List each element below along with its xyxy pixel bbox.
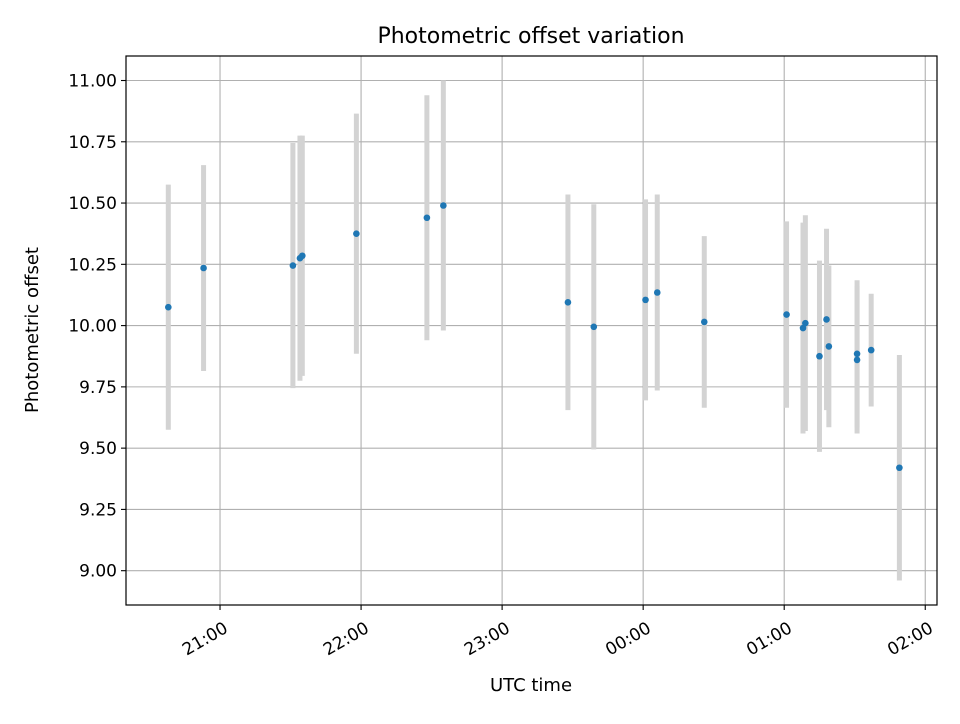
x-tick-label: 23:00 bbox=[461, 618, 513, 660]
y-tick-label: 9.50 bbox=[79, 439, 117, 459]
x-tick-label: 22:00 bbox=[320, 618, 372, 660]
data-point bbox=[853, 350, 861, 358]
data-point bbox=[200, 264, 207, 272]
data-point bbox=[289, 262, 297, 269]
y-tick-label: 10.25 bbox=[68, 255, 117, 275]
y-tick-label: 10.00 bbox=[68, 317, 117, 337]
data-point bbox=[653, 289, 661, 296]
data-point bbox=[353, 230, 360, 237]
data-point bbox=[299, 252, 306, 260]
data-point bbox=[783, 311, 790, 318]
data-point bbox=[564, 299, 572, 306]
data-point bbox=[440, 202, 447, 209]
data-point bbox=[816, 352, 823, 360]
plot-frame bbox=[125, 55, 938, 606]
x-axis-label: UTC time bbox=[490, 675, 572, 696]
data-point bbox=[590, 323, 598, 331]
x-tick-label: 02:00 bbox=[884, 618, 936, 660]
x-tick-label: 21:00 bbox=[179, 618, 231, 660]
x-tick-label: 00:00 bbox=[602, 618, 654, 660]
y-axis-label: Photometric offset bbox=[22, 247, 43, 413]
data-point bbox=[825, 343, 833, 350]
data-point bbox=[896, 464, 903, 472]
y-tick-label: 10.50 bbox=[68, 194, 117, 214]
data-point bbox=[867, 346, 875, 354]
data-point bbox=[165, 303, 172, 311]
y-tick-label: 10.75 bbox=[68, 133, 117, 153]
grid-layer bbox=[126, 56, 937, 605]
data-point bbox=[802, 319, 809, 327]
data-point bbox=[799, 324, 807, 332]
y-tick-label: 9.25 bbox=[79, 500, 117, 520]
data-point bbox=[423, 214, 431, 222]
errorbar-layer bbox=[165, 80, 902, 581]
data-point bbox=[853, 356, 861, 364]
data-point bbox=[700, 318, 708, 326]
x-tick-label: 01:00 bbox=[743, 618, 795, 660]
y-tick-label: 9.00 bbox=[79, 562, 117, 582]
point-layer bbox=[165, 202, 903, 472]
y-tick-label: 11.00 bbox=[68, 72, 117, 92]
data-point bbox=[823, 316, 830, 323]
y-tick-label: 9.75 bbox=[79, 378, 117, 398]
chart-title: Photometric offset variation bbox=[377, 24, 684, 49]
data-point bbox=[642, 296, 649, 304]
